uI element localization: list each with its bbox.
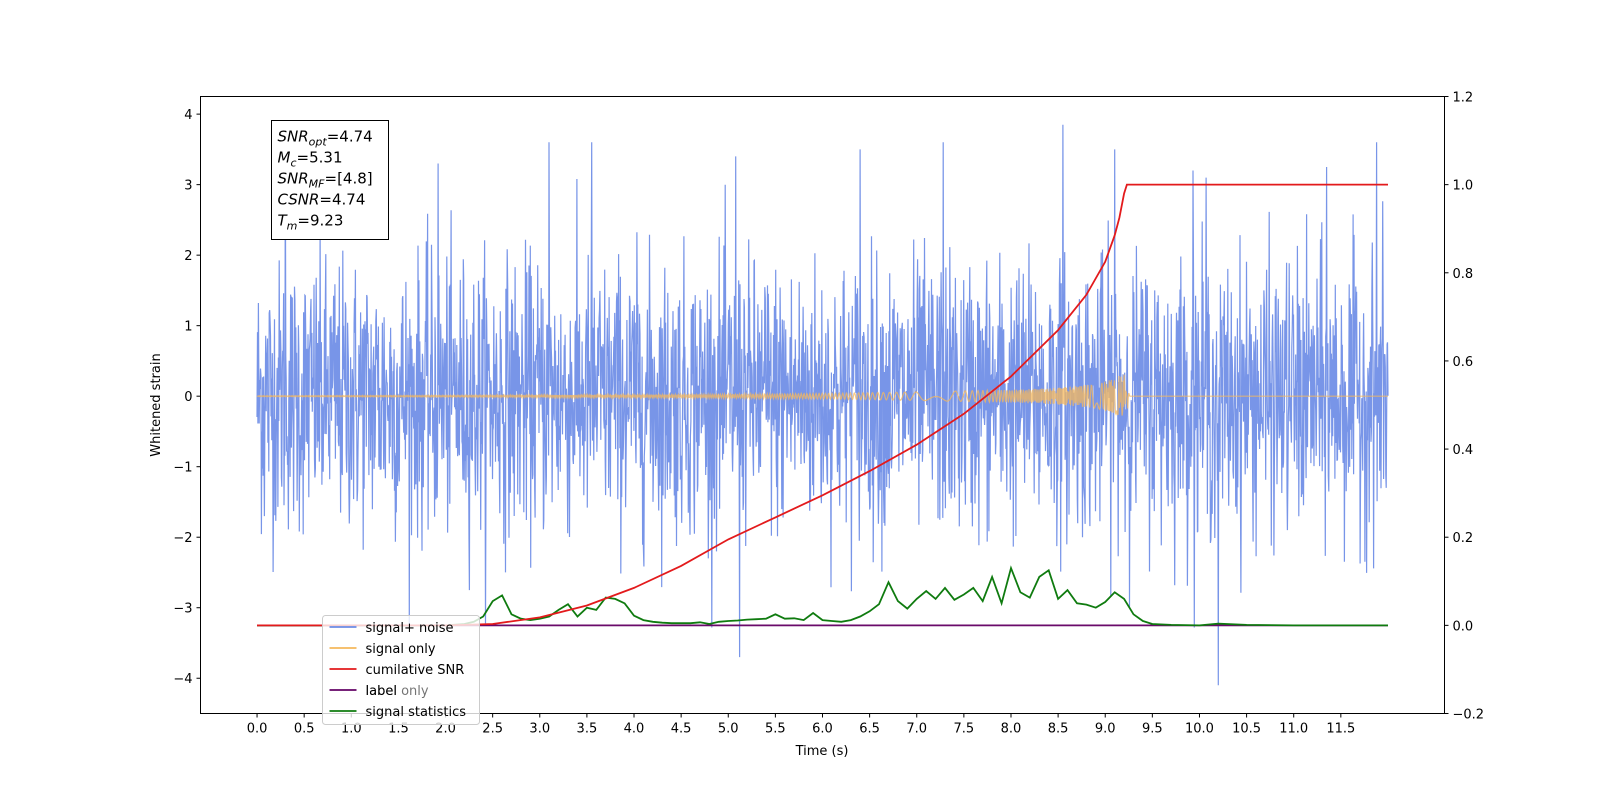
y-tick-label-left: 4 bbox=[184, 108, 192, 123]
annotation-line: CSNR=4.74 bbox=[278, 191, 366, 209]
y-tick-label-right: 0.8 bbox=[1453, 267, 1474, 282]
x-tick-label: 9.5 bbox=[1142, 722, 1163, 737]
x-tick-label: 4.5 bbox=[671, 722, 692, 737]
cumulative-snr-line bbox=[257, 183, 1388, 627]
x-tick-label: 8.0 bbox=[1001, 722, 1022, 737]
x-tick-label: 0.5 bbox=[294, 722, 315, 737]
y-tick-label-left: 1 bbox=[184, 320, 192, 335]
y-tick-label-left: 0 bbox=[184, 390, 192, 405]
signal-statistics-line bbox=[257, 565, 1388, 627]
x-axis-label: Time (s) bbox=[795, 744, 849, 759]
x-tick-label: 10.0 bbox=[1185, 722, 1214, 737]
x-tick-label: 3.5 bbox=[577, 722, 598, 737]
legend-label: label only bbox=[366, 684, 429, 699]
signal-noise-line bbox=[256, 124, 1389, 686]
x-tick-label: 2.5 bbox=[482, 722, 503, 737]
annotation-line: Tm=9.23 bbox=[278, 212, 344, 233]
x-tick-label: 9.0 bbox=[1095, 722, 1116, 737]
x-tick-label: 7.5 bbox=[954, 722, 975, 737]
y-tick-label-right: 0.4 bbox=[1453, 443, 1474, 458]
x-tick-label: 0.0 bbox=[247, 722, 268, 737]
x-tick-label: 5.5 bbox=[765, 722, 786, 737]
y-tick-label-right: −0.2 bbox=[1453, 708, 1485, 723]
x-tick-label: 4.0 bbox=[624, 722, 645, 737]
annotation-line: Mc=5.31 bbox=[278, 149, 343, 170]
y-axis-label: Whitened strain bbox=[149, 353, 164, 456]
y-tick-label-right: 0.6 bbox=[1453, 355, 1474, 370]
legend-label: signal+ noise bbox=[366, 621, 454, 636]
y-tick-label-right: 1.0 bbox=[1453, 179, 1474, 194]
annotation-line: SNRMF=[4.8] bbox=[278, 170, 373, 191]
x-tick-label: 7.0 bbox=[906, 722, 927, 737]
legend-label: signal only bbox=[366, 642, 436, 657]
annotation-line: SNRopt=4.74 bbox=[278, 128, 373, 149]
x-tick-label: 3.0 bbox=[529, 722, 550, 737]
x-tick-label: 11.5 bbox=[1326, 722, 1355, 737]
y-tick-label-right: 0.0 bbox=[1453, 619, 1474, 634]
y-tick-label-left: −4 bbox=[173, 672, 192, 687]
x-tick-label: 6.0 bbox=[812, 722, 833, 737]
legend-frame bbox=[322, 615, 480, 725]
y-tick-label-left: 2 bbox=[184, 249, 192, 264]
y-tick-label-left: −3 bbox=[173, 602, 192, 617]
x-tick-label: 1.0 bbox=[341, 722, 362, 737]
y-tick-label-right: 1.2 bbox=[1453, 91, 1474, 106]
y-tick-label-left: −1 bbox=[173, 461, 192, 476]
y-tick-label-right: 0.2 bbox=[1453, 531, 1474, 546]
plot-area bbox=[256, 124, 1389, 686]
x-tick-label: 11.0 bbox=[1279, 722, 1308, 737]
legend: signal+ noise signal only cumilative SNR la… bbox=[322, 615, 480, 725]
y-tick-label-left: −2 bbox=[173, 531, 192, 546]
signal-only-line bbox=[256, 374, 1388, 417]
x-tick-label: 2.0 bbox=[435, 722, 456, 737]
x-tick-label: 6.5 bbox=[859, 722, 880, 737]
x-tick-label: 5.0 bbox=[718, 722, 739, 737]
legend-label: cumilative SNR bbox=[366, 663, 465, 678]
axes: 0.0 0.5 1.0 1.5 2.0 2.5 3.0 3.5 4.0 4.5 5.0 5.5 6.0 6… bbox=[173, 91, 1484, 737]
legend-label: signal statistics bbox=[366, 705, 467, 720]
x-tick-label: 1.5 bbox=[388, 722, 409, 737]
y-tick-label-left: 3 bbox=[184, 179, 192, 194]
legend-label: label bbox=[366, 684, 397, 699]
annotation-frame bbox=[271, 120, 389, 240]
x-tick-label: 10.5 bbox=[1232, 722, 1261, 737]
x-tick-label: 8.5 bbox=[1048, 722, 1069, 737]
